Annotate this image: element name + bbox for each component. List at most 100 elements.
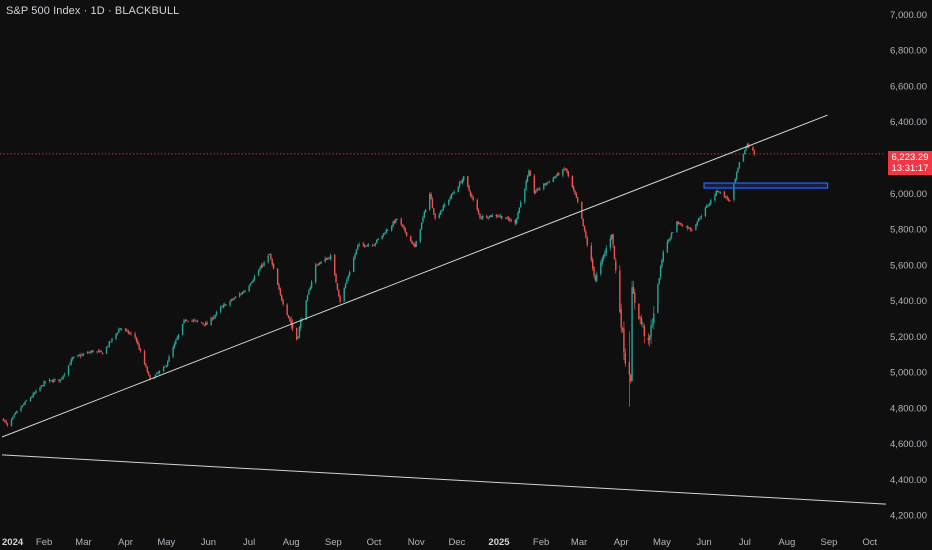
candle (48, 377, 51, 384)
candle (213, 315, 215, 320)
candle-body (391, 225, 393, 231)
candle-body (564, 169, 567, 170)
candle (70, 357, 72, 366)
candle-body (384, 233, 386, 235)
candle-body (476, 199, 478, 210)
candle (73, 356, 75, 359)
candle-body (252, 279, 254, 283)
candle-body (628, 361, 631, 375)
candle (600, 260, 602, 277)
candle-body (405, 232, 408, 236)
candle (738, 161, 741, 169)
candle (286, 303, 288, 316)
candle-body (575, 193, 578, 198)
candle-body (499, 215, 502, 217)
candle-body (374, 243, 377, 245)
candle (234, 296, 237, 299)
candle-body (338, 289, 340, 296)
candle-body (552, 177, 555, 183)
candle (581, 201, 583, 220)
candle (723, 190, 726, 198)
candle (327, 256, 329, 261)
candle (564, 167, 567, 171)
candle-body (704, 207, 707, 216)
candle (162, 365, 165, 373)
candle (158, 370, 161, 375)
candle-body (191, 320, 193, 322)
candle (689, 226, 692, 232)
candle (168, 354, 170, 363)
candle-body (329, 255, 332, 260)
candle (488, 215, 491, 219)
candle (184, 318, 187, 323)
candle-body (443, 204, 446, 207)
candle-body (687, 226, 689, 229)
candle-body (431, 199, 434, 208)
candle (99, 349, 101, 354)
candle-body (601, 258, 603, 264)
candle-body (620, 309, 622, 328)
candle (210, 316, 212, 326)
candle-body (31, 396, 33, 398)
candle-body (714, 195, 716, 201)
candle (287, 315, 290, 319)
candle-body (548, 181, 550, 183)
candle (410, 235, 412, 242)
candle (442, 203, 445, 211)
x-tick-label: Mar (571, 537, 587, 548)
candle-body (213, 317, 215, 319)
candle-body (543, 183, 545, 189)
candle (695, 224, 697, 231)
candle-body (486, 215, 488, 218)
candle (297, 336, 299, 340)
candle (524, 188, 526, 205)
candle-body (429, 193, 431, 210)
candle-body (127, 330, 129, 334)
candle-body (276, 268, 279, 286)
candle-body (111, 338, 113, 342)
candle (725, 195, 727, 199)
candle-body (518, 207, 521, 214)
x-tick-label: May (157, 537, 175, 548)
candle-body (676, 221, 678, 233)
candle (680, 222, 682, 226)
candle-body (727, 198, 730, 201)
candle-body (89, 351, 91, 353)
candle (145, 362, 147, 368)
candle (20, 405, 22, 413)
candle-body (314, 264, 317, 283)
candle (411, 240, 413, 245)
candle-body (529, 170, 531, 176)
candle-body (146, 367, 148, 373)
candle-body (477, 210, 480, 214)
candle-body (567, 171, 569, 177)
candle (434, 213, 436, 221)
candle-body (128, 333, 131, 334)
candle-body (348, 272, 351, 276)
candle (520, 200, 522, 208)
candle-body (165, 365, 168, 367)
candle (558, 171, 560, 176)
x-tick-label: Oct (367, 537, 382, 548)
candle-body (13, 414, 15, 417)
candle (547, 181, 549, 185)
candle (373, 244, 375, 247)
candle-body (419, 229, 421, 242)
candle (51, 379, 53, 383)
candle (232, 298, 234, 302)
candle (685, 226, 688, 228)
candle-body (498, 215, 500, 217)
candle (343, 287, 345, 303)
candle (116, 332, 119, 336)
candle (270, 252, 272, 261)
candle (509, 217, 511, 223)
annotations[interactable] (1, 114, 887, 505)
candle (105, 346, 108, 355)
candle-body (441, 209, 443, 212)
candle-body (204, 322, 207, 326)
candle (486, 214, 488, 219)
x-tick-label: Feb (533, 537, 549, 548)
candle (585, 229, 587, 239)
candle-body (619, 270, 621, 312)
